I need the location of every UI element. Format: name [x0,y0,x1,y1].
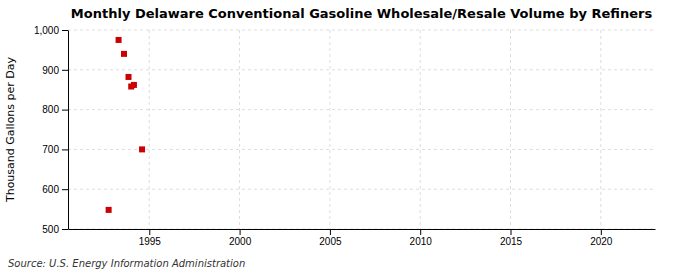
tick-mark [149,229,150,235]
point [121,51,127,57]
x-axis: 1995 2000 2005 2010 2015 2020 [69,229,656,247]
tick-label: 600 [42,184,59,195]
chart: 1995 2000 2005 2010 2015 2020 500 600 700 800 900 1… [0,0,675,275]
tick-label: 500 [42,224,59,235]
axis-line [68,31,69,230]
point [116,37,122,43]
grid-line [68,69,655,70]
tick-mark [420,229,421,235]
grid-line [149,30,150,229]
title: Monthly Delaware Conventional Gasoline W… [71,6,653,21]
axis-line [69,229,656,230]
point [126,74,132,80]
tick: 500 [42,224,68,235]
tick-label: 2010 [410,236,433,247]
tick-label: 2000 [229,236,252,247]
tick-mark [601,229,602,235]
grid-line [68,149,655,150]
grid-line [600,30,601,229]
y-axis: 500 600 700 800 900 1,000 [34,25,69,235]
plot: 1995 2000 2005 2010 2015 2020 500 600 700 800 900 1… [34,25,656,247]
tick-mark [62,70,68,71]
tick: 1,000 [34,25,68,36]
tick-mark [330,229,331,235]
grid-line [68,109,655,110]
point [139,146,145,152]
tick: 2010 [410,229,433,247]
tick-label: 1995 [139,236,162,247]
tick-mark [62,149,68,150]
grid-line [510,30,511,229]
tick-mark [62,110,68,111]
tick-mark [62,189,68,190]
tick-mark [240,229,241,235]
tick-label: 2020 [590,236,613,247]
tick: 900 [42,65,68,76]
annotation: Source: U.S. Energy Information Administ… [8,258,245,269]
tick-label: 2015 [500,236,523,247]
y-axis-title: Thousand Gallons per Day [4,56,17,203]
grid-line [68,30,655,31]
tick: 2015 [500,229,523,247]
tick-mark [62,229,68,230]
tick: 800 [42,104,68,115]
tick-label: 900 [42,65,59,76]
tick: 2005 [319,229,342,247]
tick-label: 700 [42,144,59,155]
tick-mark [511,229,512,235]
tick: 1995 [139,229,162,247]
tick-mark [62,30,68,31]
grid-line [68,229,655,230]
grid-line [68,189,655,190]
tick: 2000 [229,229,252,247]
tick: 600 [42,184,68,195]
point [106,207,112,213]
points [106,37,145,213]
point [131,82,137,88]
tick-label: 1,000 [34,25,59,36]
grid-line [420,30,421,229]
grid-line [239,30,240,229]
grid [68,30,655,229]
tick-label: 2005 [319,236,342,247]
tick-label: 800 [42,104,59,115]
tick: 2020 [590,229,613,247]
tick: 700 [42,144,68,155]
grid-line [329,30,330,229]
